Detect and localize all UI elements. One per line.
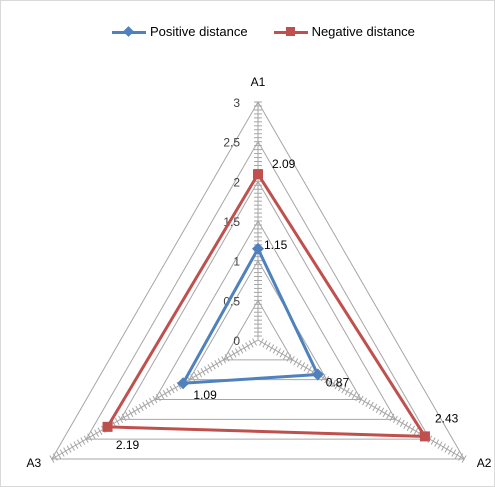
- radial-tick-label: 3: [233, 96, 240, 110]
- radial-tick-label: 1: [233, 255, 240, 269]
- radial-tick-label: 2.5: [223, 136, 240, 150]
- radial-tick-label: 2: [233, 175, 240, 189]
- marker-positive-A1: [252, 242, 264, 255]
- grid-ring-3: [154, 220, 362, 400]
- spoke-A3: [51, 339, 259, 460]
- marker-negative-A2: [419, 431, 430, 442]
- axis-label-A1: A1: [251, 75, 266, 89]
- legend-swatch-negative: [273, 26, 308, 38]
- axis-label-A3: A3: [27, 456, 42, 470]
- data-label-positive-A2: 0.87: [326, 376, 350, 390]
- data-label-positive-A3: 1.09: [193, 388, 217, 402]
- axis-label-A2: A2: [477, 456, 492, 470]
- marker-negative-A1: [253, 169, 263, 180]
- data-label-negative-A2: 2.43: [435, 411, 459, 425]
- grid-ring-5: [85, 140, 431, 440]
- grid-ring-6: [51, 100, 465, 460]
- marker-positive-A2: [311, 368, 324, 381]
- grid-ring-4: [119, 180, 397, 420]
- legend: Positive distance Negative distance: [112, 24, 415, 39]
- marker-negative-A3: [102, 421, 113, 432]
- marker-positive-A3: [177, 377, 190, 390]
- legend-item-negative-distance: Negative distance: [273, 24, 415, 39]
- radial-tick-label: 0: [233, 334, 240, 348]
- data-label-negative-A3: 2.19: [116, 438, 140, 452]
- legend-label-positive: Positive distance: [150, 24, 248, 39]
- series-line-negative: [104, 171, 428, 438]
- series-line-positive: [180, 245, 321, 385]
- grid-ring-1: [222, 299, 294, 361]
- legend-label-negative: Negative distance: [311, 24, 415, 39]
- legend-swatch-positive: [112, 25, 146, 38]
- data-label-positive-A1: 1.15: [264, 238, 288, 252]
- data-label-negative-A1: 2.09: [272, 157, 296, 171]
- legend-item-positive-distance: Positive distance: [112, 24, 248, 39]
